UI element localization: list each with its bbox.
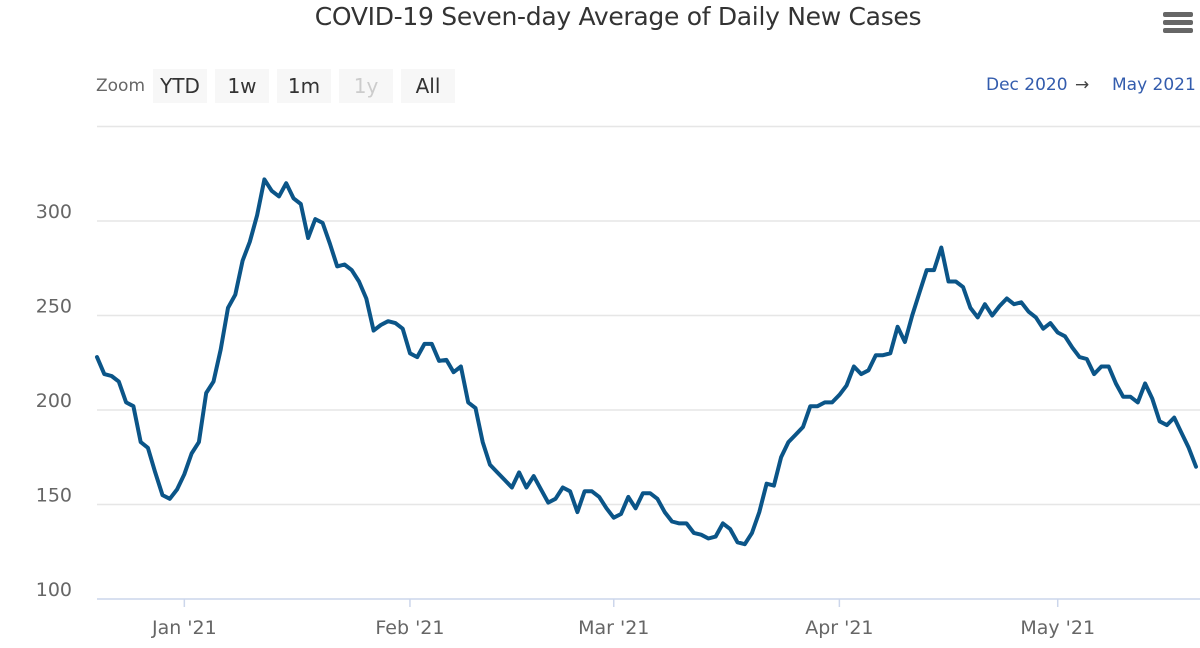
series-line bbox=[95, 177, 1198, 547]
y-tick-label: 150 bbox=[36, 485, 72, 507]
y-tick-label: 200 bbox=[36, 390, 72, 412]
hamburger-menu-icon[interactable] bbox=[1163, 12, 1193, 36]
x-tick-label: Apr '21 bbox=[805, 617, 873, 639]
x-tick-label: Mar '21 bbox=[578, 617, 649, 639]
y-tick-label: 300 bbox=[36, 201, 72, 223]
range-to-input[interactable]: May 2021 bbox=[1112, 75, 1196, 95]
chart-title: COVID-19 Seven-day Average of Daily New … bbox=[314, 2, 922, 31]
range-arrow: → bbox=[1075, 75, 1090, 95]
zoom-1m-button[interactable]: 1m bbox=[277, 69, 331, 103]
x-tick-label: Feb '21 bbox=[375, 617, 444, 639]
zoom-label: Zoom bbox=[96, 76, 146, 96]
y-tick-label: 250 bbox=[36, 296, 72, 318]
y-tick-label: 100 bbox=[36, 579, 72, 601]
zoom-ytd-button[interactable]: YTD bbox=[153, 69, 207, 103]
zoom-all-button[interactable]: All bbox=[401, 69, 455, 103]
zoom-1w-button[interactable]: 1w bbox=[215, 69, 269, 103]
x-tick-label: Jan '21 bbox=[151, 617, 217, 639]
range-from-input[interactable]: Dec 2020 bbox=[986, 75, 1068, 95]
x-tick-label: May '21 bbox=[1020, 617, 1095, 639]
zoom-1y-button[interactable]: 1y bbox=[339, 69, 393, 103]
